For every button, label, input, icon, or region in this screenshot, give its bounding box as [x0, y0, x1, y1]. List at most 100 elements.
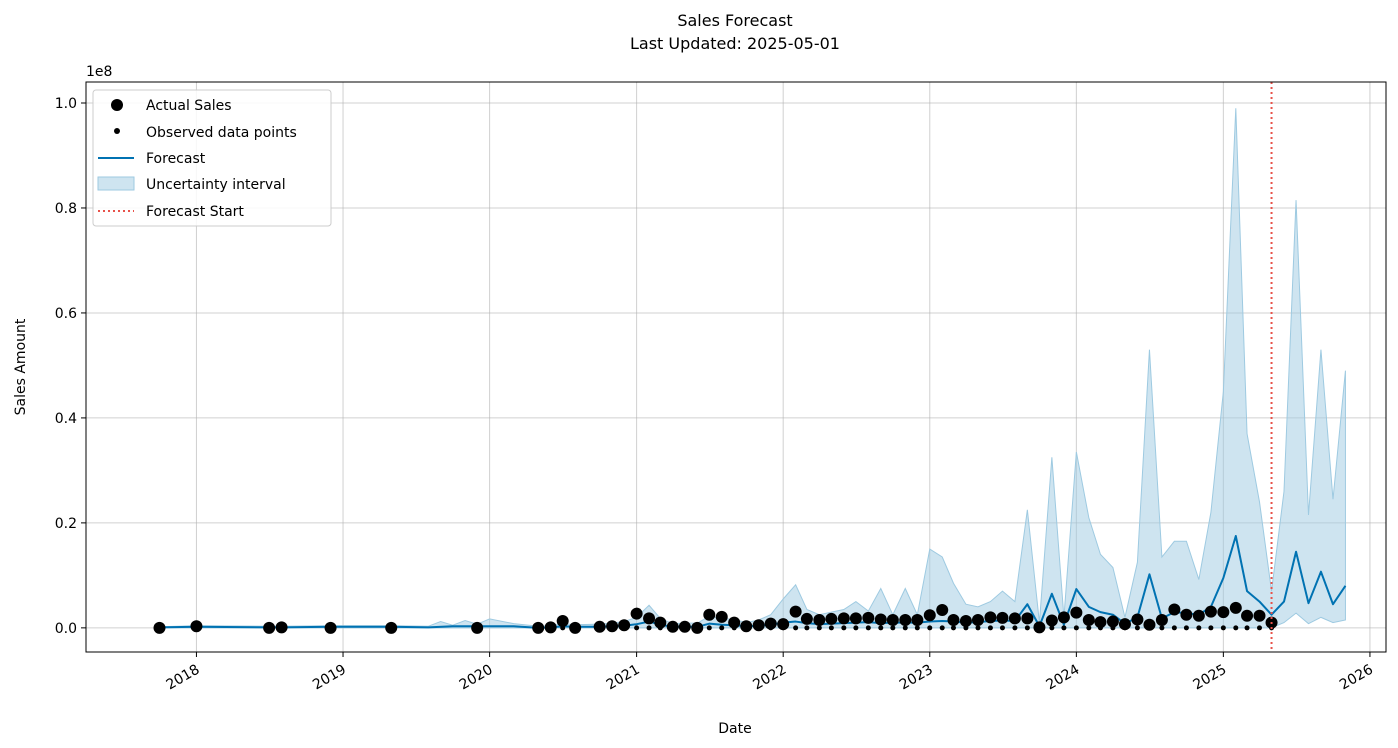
actual-sales-point — [874, 613, 887, 626]
chart-title: Sales Forecast — [677, 11, 792, 30]
actual-sales-point — [899, 613, 912, 626]
y-axis-label: Sales Amount — [13, 318, 29, 415]
actual-sales-point — [789, 605, 802, 618]
actual-sales-point — [837, 612, 850, 625]
legend-forecast-label: Forecast — [146, 151, 206, 167]
observed-point — [1233, 625, 1239, 631]
actual-sales-points-layer — [153, 601, 1278, 634]
actual-sales-point — [1253, 609, 1266, 622]
plot-frame — [85, 81, 1387, 653]
observed-point — [1208, 625, 1214, 631]
actual-sales-point — [275, 621, 288, 634]
observed-point — [719, 625, 725, 631]
actual-sales-point — [923, 609, 936, 622]
actual-sales-point — [263, 621, 276, 634]
chart-subtitle: Last Updated: 2025-05-01 — [630, 34, 840, 53]
actual-sales-point — [1143, 618, 1156, 631]
actual-sales-point — [715, 610, 728, 623]
actual-sales-point — [740, 620, 753, 633]
observed-point — [1256, 625, 1262, 631]
observed-point — [841, 625, 847, 631]
actual-sales-point — [618, 619, 631, 632]
actual-sales-point — [764, 617, 777, 630]
actual-sales-point — [643, 612, 656, 625]
observed-point — [853, 625, 859, 631]
actual-sales-point — [630, 607, 643, 620]
actual-sales-point — [971, 613, 984, 626]
observed-point — [1086, 625, 1092, 631]
actual-sales-point — [1204, 605, 1217, 618]
actual-sales-point — [996, 611, 1009, 624]
y-tick-label: 0.2 — [55, 516, 77, 532]
observed-point — [1024, 625, 1030, 631]
actual-sales-point — [1155, 613, 1168, 626]
actual-sales-point — [471, 621, 484, 634]
y-scale-offset: 1e8 — [86, 64, 112, 80]
y-tick-label: 1.0 — [55, 96, 77, 112]
actual-sales-point — [654, 616, 667, 629]
actual-sales-point — [752, 619, 765, 632]
observed-point — [1073, 625, 1079, 631]
legend: Actual Sales Observed data points Foreca… — [92, 89, 332, 227]
actual-sales-point — [1070, 606, 1083, 619]
legend-box — [92, 89, 332, 227]
y-tick-label: 0.6 — [55, 306, 77, 322]
observed-point — [865, 625, 871, 631]
observed-point — [1196, 625, 1202, 631]
actual-sales-point — [959, 615, 972, 628]
actual-sales-point — [385, 621, 398, 634]
legend-actual-marker — [111, 99, 123, 111]
observed-point — [793, 625, 799, 631]
actual-sales-point — [1118, 618, 1131, 631]
actual-sales-point — [1033, 621, 1046, 634]
observed-point — [950, 625, 956, 631]
forecast-line-layer — [159, 535, 1347, 629]
observed-point — [1171, 625, 1177, 631]
observed-point — [1183, 625, 1189, 631]
actual-sales-point — [532, 621, 545, 634]
observed-point — [939, 625, 945, 631]
observed-point — [646, 625, 652, 631]
legend-observed-label: Observed data points — [146, 125, 297, 141]
observed-point — [1159, 625, 1165, 631]
actual-sales-point — [1094, 616, 1107, 629]
actual-sales-point — [1229, 601, 1242, 614]
observed-point — [816, 625, 822, 631]
forecast-line — [159, 535, 1347, 629]
actual-sales-point — [777, 618, 790, 631]
actual-sales-point — [1106, 615, 1119, 628]
actual-sales-point — [703, 608, 716, 621]
observed-point — [878, 625, 884, 631]
actual-sales-point — [936, 604, 949, 617]
actual-sales-point — [569, 621, 582, 634]
actual-sales-point — [1217, 606, 1230, 619]
actual-sales-point — [800, 612, 813, 625]
y-axis-ticks: 0.0 0.2 0.4 0.6 0.8 1.0 — [55, 96, 86, 637]
actual-sales-point — [1082, 613, 1095, 626]
observed-point — [804, 625, 810, 631]
actual-sales-point — [1168, 603, 1181, 616]
observed-point — [987, 625, 993, 631]
actual-sales-point — [606, 620, 619, 633]
legend-observed-marker — [114, 128, 120, 134]
actual-sales-point — [678, 620, 691, 633]
observed-point — [902, 625, 908, 631]
observed-point — [999, 625, 1005, 631]
actual-sales-point — [190, 620, 203, 633]
actual-sales-point — [1241, 609, 1254, 622]
actual-sales-point — [1045, 614, 1058, 627]
actual-sales-point — [1131, 613, 1144, 626]
actual-sales-point — [1057, 611, 1070, 624]
observed-point — [1220, 625, 1226, 631]
actual-sales-point — [886, 613, 899, 626]
actual-sales-point — [947, 613, 960, 626]
actual-sales-point — [911, 613, 924, 626]
observed-point — [706, 625, 712, 631]
observed-point — [1134, 625, 1140, 631]
actual-sales-point — [593, 620, 606, 633]
actual-sales-point — [849, 612, 862, 625]
y-tick-label: 0.0 — [55, 621, 77, 637]
actual-sales-point — [556, 615, 569, 628]
observed-point — [890, 625, 896, 631]
